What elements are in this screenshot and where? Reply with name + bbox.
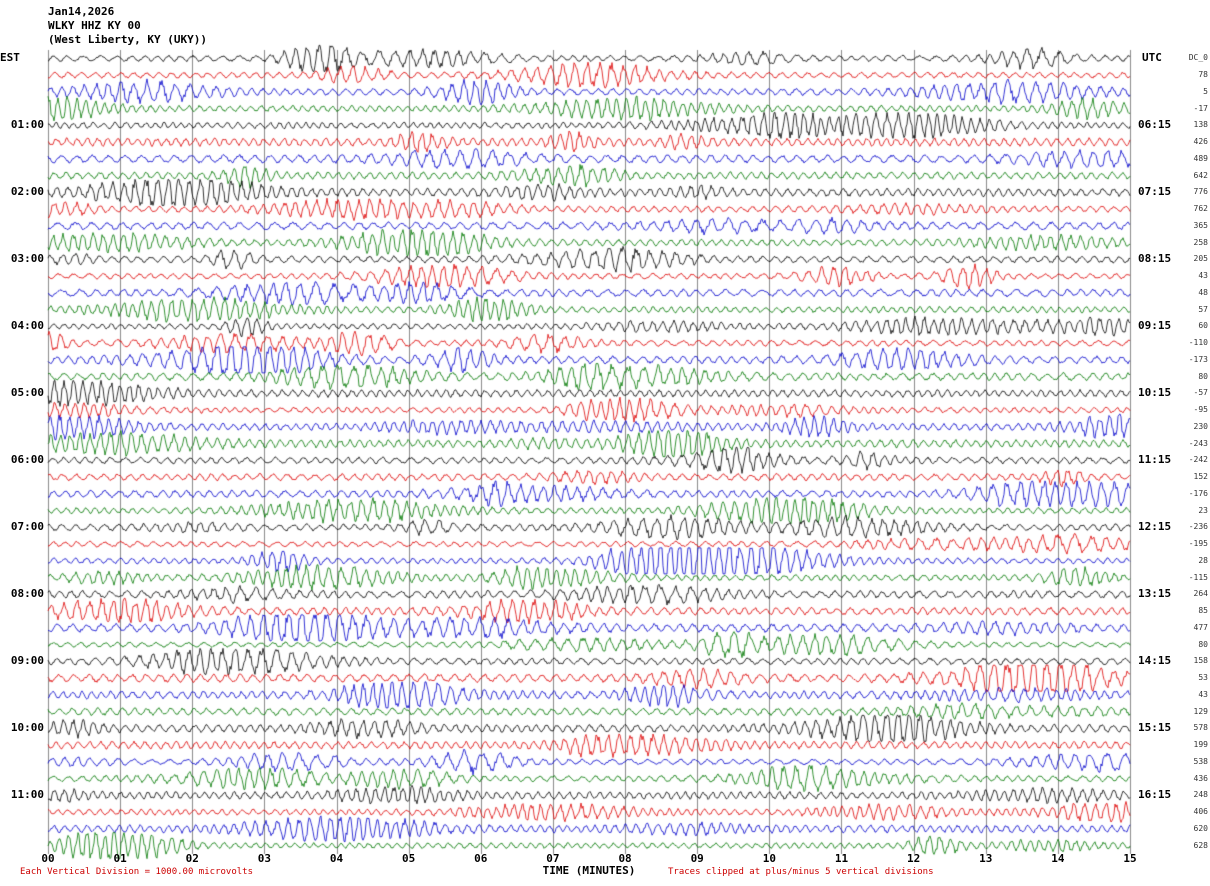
right-axis-label: UTC <box>1142 51 1162 64</box>
dc-value: 620 <box>1193 823 1208 833</box>
dc-value: 628 <box>1193 840 1208 850</box>
dc-value: -95 <box>1193 405 1208 415</box>
dc-value: 264 <box>1193 589 1208 599</box>
dc-value: 57 <box>1198 304 1208 314</box>
dc-value: 60 <box>1198 321 1208 331</box>
dc-value: -115 <box>1188 572 1208 582</box>
dc-value: 53 <box>1198 673 1208 683</box>
dc-value: 365 <box>1193 220 1208 230</box>
dc-value: -57 <box>1193 388 1208 398</box>
date-title: Jan14,2026 <box>48 5 115 18</box>
dc-value: -17 <box>1193 103 1208 113</box>
right-time-label: 16:15 <box>1138 788 1172 802</box>
dc-value: 199 <box>1193 740 1208 750</box>
x-tick-label: 04 <box>329 852 344 865</box>
location-title: (West Liberty, KY (UKY)) <box>48 33 207 46</box>
left-time-label: 01:00 <box>10 118 44 132</box>
dc-value: 642 <box>1193 170 1208 180</box>
dc-value: 158 <box>1193 656 1208 666</box>
dc-value: 762 <box>1193 204 1208 214</box>
dc-value: 230 <box>1193 421 1208 431</box>
right-time-label: 08:15 <box>1138 252 1172 266</box>
dc-value: -176 <box>1188 488 1208 498</box>
dc-value: 776 <box>1193 187 1208 197</box>
left-time-label: 07:00 <box>10 520 44 534</box>
dc-value: 85 <box>1198 606 1208 616</box>
dc-value: 23 <box>1198 505 1208 515</box>
footer-scale-note: Each Vertical Division = 1000.00 microvo… <box>20 867 253 877</box>
left-time-label: 10:00 <box>10 721 44 735</box>
left-time-label: 11:00 <box>10 788 44 802</box>
right-time-label: 15:15 <box>1138 721 1172 735</box>
right-time-label: 09:15 <box>1138 319 1172 333</box>
dc-value: 43 <box>1198 689 1208 699</box>
dc-value: 80 <box>1198 371 1208 381</box>
dc-value: 406 <box>1193 807 1208 817</box>
dc-value: 80 <box>1198 639 1208 649</box>
x-axis-title: TIME (MINUTES) <box>542 864 636 877</box>
right-time-label: 10:15 <box>1138 386 1172 400</box>
left-time-label: 09:00 <box>10 654 44 668</box>
dc-value: 5 <box>1203 86 1208 96</box>
x-tick-label: 09 <box>690 852 704 865</box>
header: Jan14,2026 WLKY HHZ KY 00 (West Liberty,… <box>48 5 207 47</box>
footer-clip-note: Traces clipped at plus/minus 5 vertical … <box>668 867 934 877</box>
x-tick-label: 14 <box>1051 852 1065 865</box>
left-time-label: 08:00 <box>10 587 44 601</box>
dc-value: DC_0 <box>1188 53 1208 63</box>
dc-value: 43 <box>1198 271 1208 281</box>
dc-value: 426 <box>1193 137 1208 147</box>
right-time-label: 12:15 <box>1138 520 1172 534</box>
dc-value: -242 <box>1188 455 1208 465</box>
dc-value: 28 <box>1198 555 1208 565</box>
x-tick-label: 00 <box>41 852 55 865</box>
dc-value: 138 <box>1193 120 1208 130</box>
left-time-label: 04:00 <box>10 319 44 333</box>
station-title: WLKY HHZ KY 00 <box>48 19 141 32</box>
right-time-label: 06:15 <box>1138 118 1172 132</box>
dc-value: 477 <box>1193 622 1208 632</box>
dc-value: 205 <box>1193 254 1208 264</box>
x-tick-label: 02 <box>185 852 199 865</box>
x-tick-label: 13 <box>979 852 993 865</box>
dc-value: 489 <box>1193 153 1208 163</box>
x-tick-label: 06 <box>474 852 488 865</box>
x-tick-label: 03 <box>257 852 272 865</box>
right-time-label: 07:15 <box>1138 185 1172 199</box>
x-tick-label: 07 <box>546 852 560 865</box>
dc-value: 248 <box>1193 790 1208 800</box>
dc-value: 152 <box>1193 472 1208 482</box>
dc-value: 78 <box>1198 70 1208 80</box>
right-time-label: 14:15 <box>1138 654 1172 668</box>
right-time-label: 11:15 <box>1138 453 1172 467</box>
left-time-label: 06:00 <box>10 453 44 467</box>
x-tick-label: 10 <box>762 852 776 865</box>
dc-value: 258 <box>1193 237 1208 247</box>
dc-value: 538 <box>1193 756 1208 766</box>
x-tick-label: 05 <box>402 852 416 865</box>
left-time-label: 03:00 <box>10 252 44 266</box>
dc-value: -236 <box>1188 522 1208 532</box>
dc-value: -173 <box>1188 354 1208 364</box>
left-axis-label: EST <box>0 51 20 64</box>
left-time-label: 02:00 <box>10 185 44 199</box>
dc-value: 578 <box>1193 723 1208 733</box>
dc-value: 436 <box>1193 773 1208 783</box>
dc-value: -195 <box>1188 539 1208 549</box>
right-time-label: 13:15 <box>1138 587 1172 601</box>
dc-value: -110 <box>1188 338 1208 348</box>
x-tick-label: 11 <box>834 852 849 865</box>
dc-value: 48 <box>1198 287 1208 297</box>
x-tick-label: 01 <box>113 852 127 865</box>
dc-value: 129 <box>1193 706 1208 716</box>
left-time-label: 05:00 <box>10 386 44 400</box>
x-tick-label: 08 <box>618 852 632 865</box>
x-tick-label: 15 <box>1123 852 1137 865</box>
x-tick-label: 12 <box>906 852 921 865</box>
dc-value: -243 <box>1188 438 1208 448</box>
